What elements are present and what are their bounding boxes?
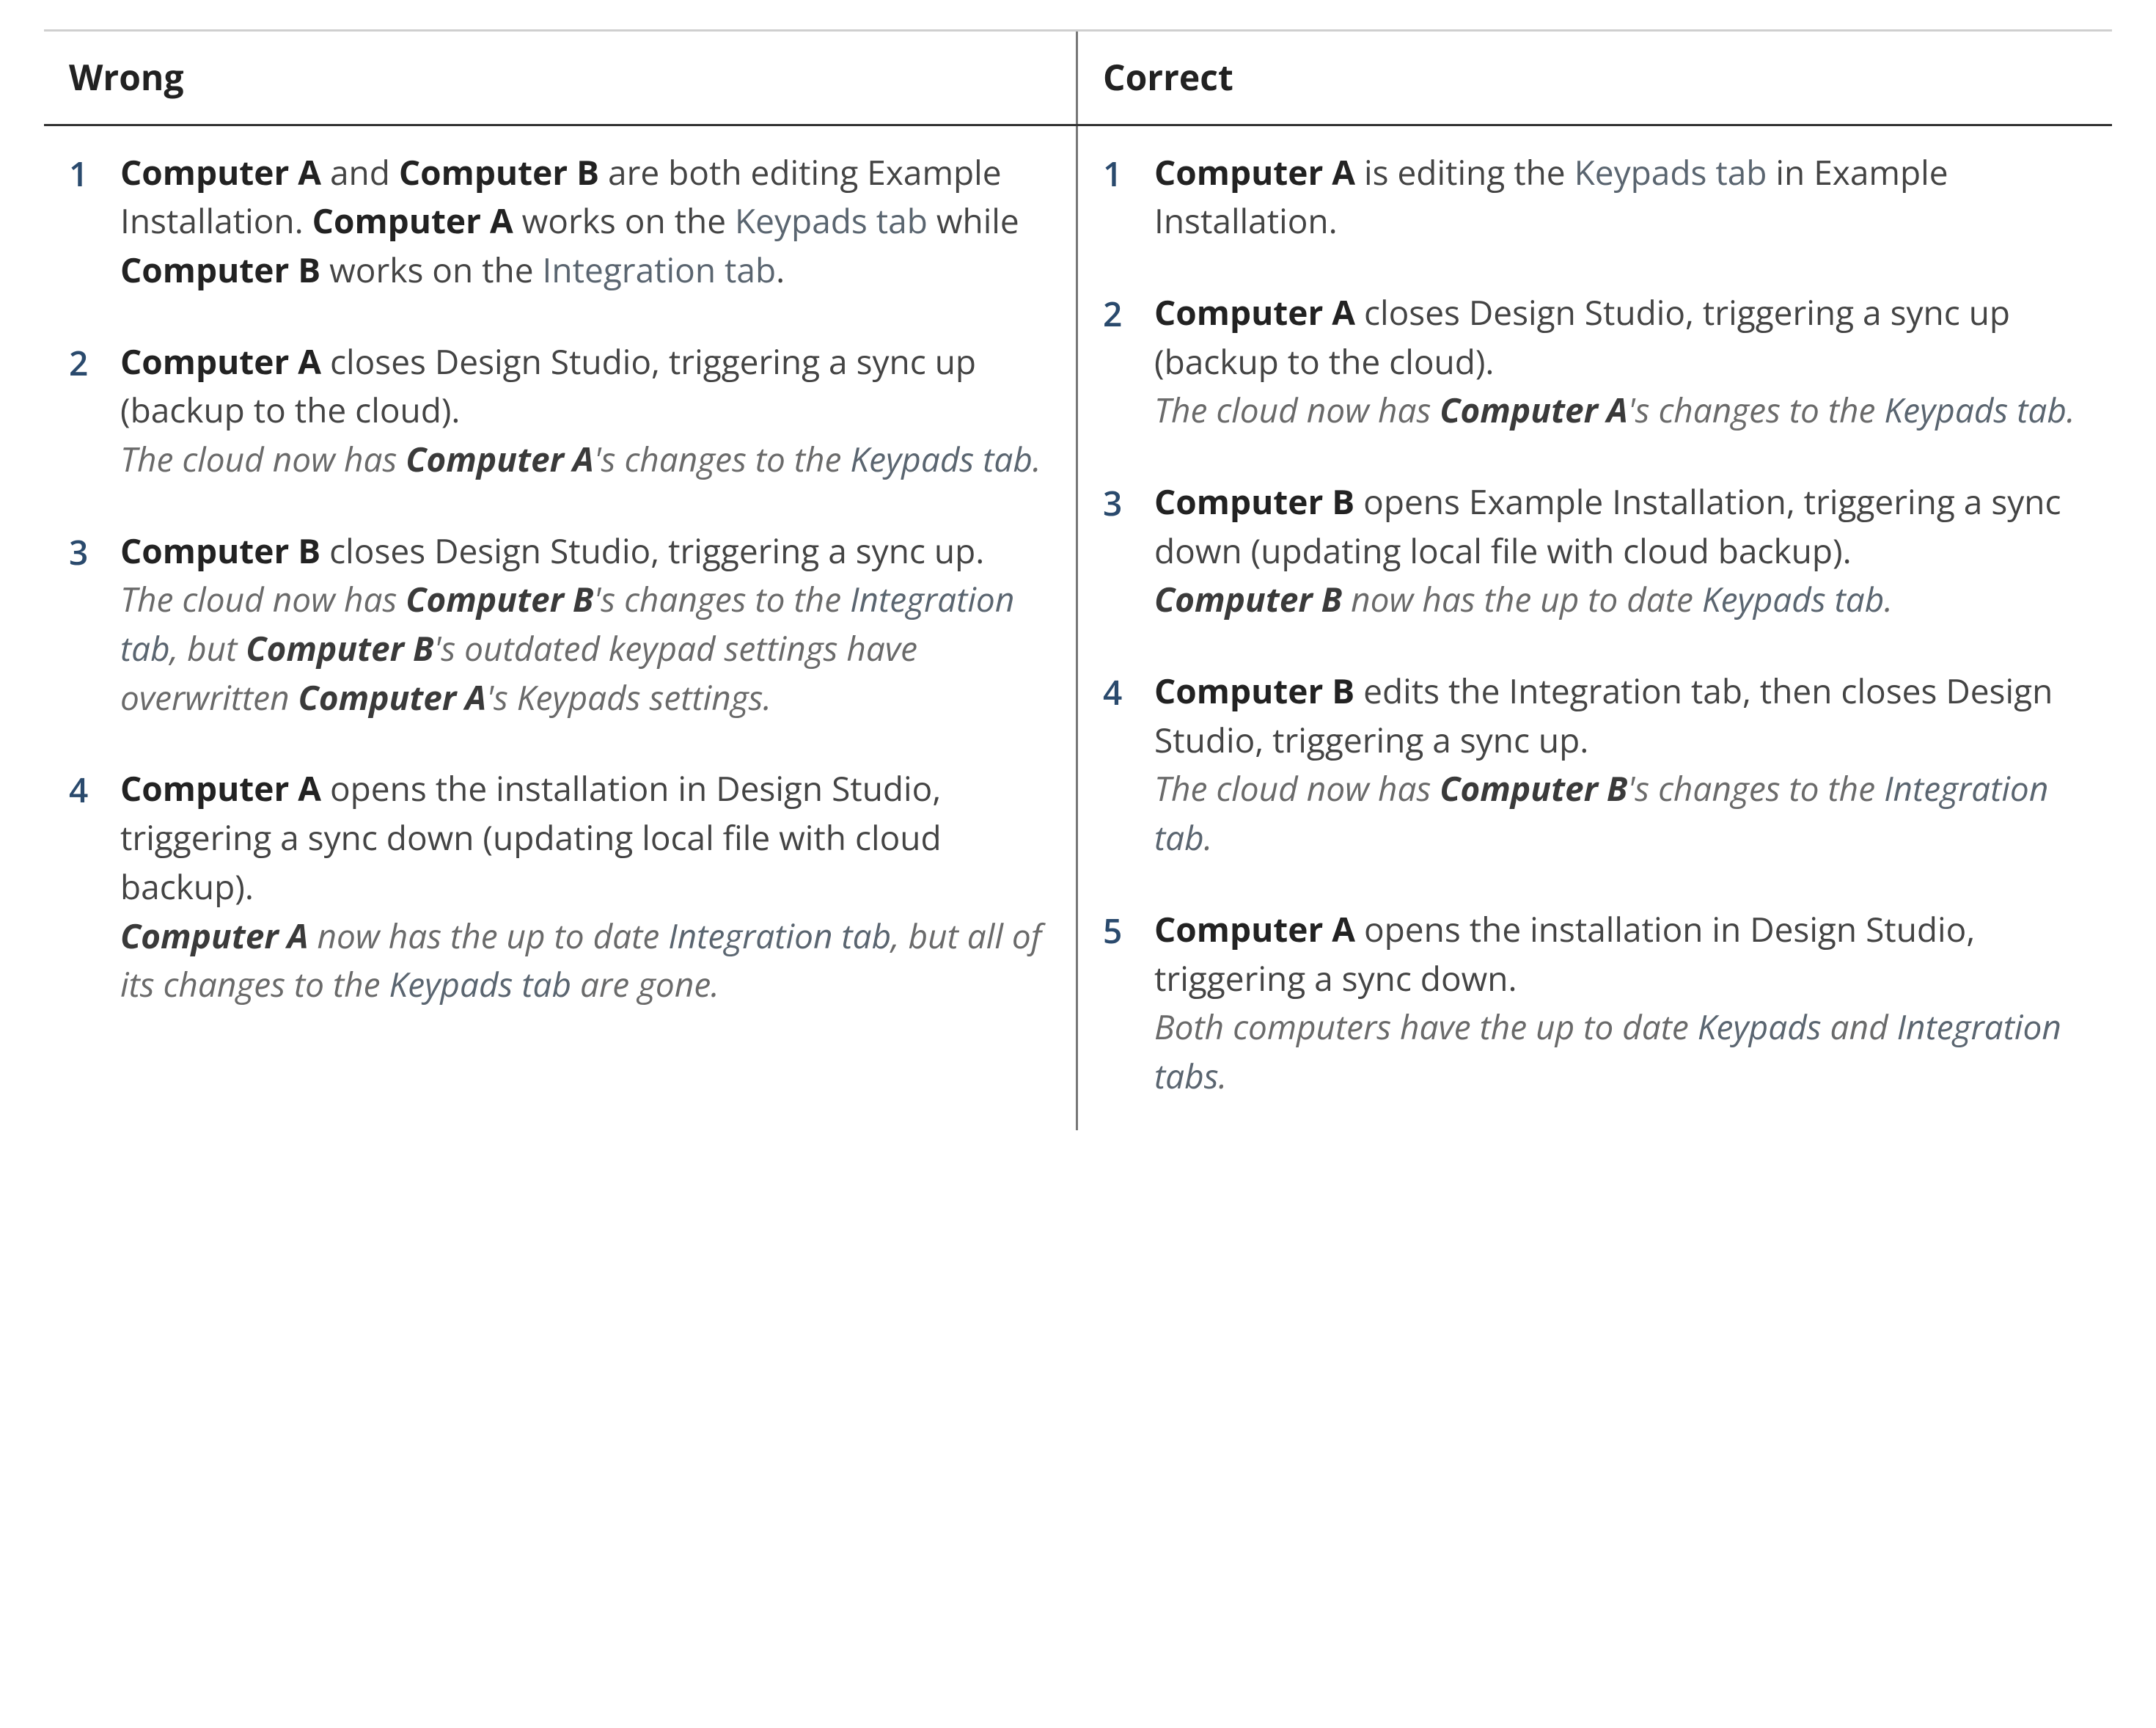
- text-run: now has the up to date: [1342, 576, 1702, 622]
- table-header-row: Wrong Correct: [44, 32, 2112, 126]
- correct-step: 2Computer A closes Design Studio, trigge…: [1103, 288, 2087, 435]
- comparison-table-page: Wrong Correct 1Computer A and Computer B…: [0, 0, 2156, 1218]
- text-run: Computer B: [120, 247, 320, 293]
- text-run: Computer A: [120, 913, 309, 959]
- text-run: Computer B: [1440, 766, 1627, 811]
- text-run: Both computers have the up to date: [1154, 1004, 1698, 1050]
- text-run: Keypads: [1698, 1004, 1822, 1050]
- text-run: The cloud now has: [1154, 766, 1440, 811]
- wrong-step: 1Computer A and Computer B are both edit…: [69, 148, 1051, 295]
- wrong-step: 4Computer A opens the installation in De…: [69, 764, 1051, 1008]
- text-run: Keypads tab: [1702, 576, 1885, 622]
- step-text: Computer A closes Design Studio, trigger…: [120, 337, 1051, 484]
- step-text: Computer A is editing the Keypads tab in…: [1154, 148, 2087, 246]
- text-run: now has the up to date: [309, 913, 669, 959]
- text-run: Integration tab: [668, 913, 891, 959]
- text-run: .: [776, 247, 785, 293]
- text-run: 's changes to the: [594, 436, 851, 482]
- step-number: 3: [69, 527, 120, 577]
- text-run: works on the: [513, 198, 735, 244]
- step-text: Computer A opens the installation in Des…: [120, 764, 1051, 1008]
- step-number: 4: [69, 764, 120, 815]
- text-run: while: [928, 198, 1019, 244]
- step-text: Computer B opens Example Installation, t…: [1154, 477, 2087, 624]
- text-run: Computer B: [399, 150, 599, 195]
- text-run: 's changes to the: [1627, 766, 1884, 811]
- text-run: Computer A: [312, 198, 513, 244]
- text-run: works on the: [320, 247, 542, 293]
- correct-step: 1Computer A is editing the Keypads tab i…: [1103, 148, 2087, 246]
- text-run: Computer A: [1154, 150, 1355, 195]
- step-number: 1: [69, 148, 120, 199]
- text-run: .: [1884, 576, 1893, 622]
- step-number: 5: [1103, 905, 1154, 956]
- correct-step: 4Computer B edits the Integration tab, t…: [1103, 667, 2087, 863]
- step-text: Computer A and Computer B are both editi…: [120, 148, 1051, 295]
- table-body: 1Computer A and Computer B are both edit…: [44, 126, 2112, 1130]
- text-run: Computer A: [1154, 290, 1355, 335]
- step-number: 3: [1103, 477, 1154, 528]
- text-run: .: [2067, 387, 2075, 433]
- text-run: Computer A: [406, 436, 594, 482]
- correct-step: 5Computer A opens the installation in De…: [1103, 905, 2087, 1101]
- text-run: Keypads tab: [1884, 387, 2067, 433]
- step-text: Computer B closes Design Studio, trigger…: [120, 527, 1051, 722]
- text-run: Keypads tab: [850, 436, 1033, 482]
- column-header-correct: Correct: [1078, 32, 2112, 124]
- text-run: and: [1822, 1004, 1897, 1050]
- text-run: The cloud now has: [120, 436, 406, 482]
- text-run: .: [1204, 815, 1213, 860]
- column-header-wrong: Wrong: [44, 32, 1078, 124]
- text-run: and: [321, 150, 399, 195]
- text-run: Computer B: [246, 626, 433, 671]
- text-run: Computer A: [298, 675, 487, 720]
- comparison-table: Wrong Correct 1Computer A and Computer B…: [44, 29, 2112, 1130]
- text-run: Computer B: [120, 528, 320, 574]
- column-correct: 1Computer A is editing the Keypads tab i…: [1078, 126, 2112, 1130]
- text-run: Keypads tab: [389, 962, 572, 1007]
- step-number: 2: [1103, 288, 1154, 339]
- step-number: 4: [1103, 667, 1154, 717]
- column-wrong: 1Computer A and Computer B are both edit…: [44, 126, 1078, 1130]
- text-run: closes Design Studio, triggering a sync …: [320, 528, 984, 574]
- text-run: 's Keypads settings.: [486, 675, 771, 720]
- wrong-step: 3Computer B closes Design Studio, trigge…: [69, 527, 1051, 722]
- step-text: Computer B edits the Integration tab, th…: [1154, 667, 2087, 863]
- text-run: Keypads tab: [1574, 150, 1767, 195]
- text-run: Computer A: [1440, 387, 1628, 433]
- text-run: Computer B: [1154, 479, 1354, 524]
- step-number: 1: [1103, 148, 1154, 199]
- text-run: 's changes to the: [1628, 387, 1885, 433]
- wrong-step: 2Computer A closes Design Studio, trigge…: [69, 337, 1051, 484]
- step-number: 2: [69, 337, 120, 388]
- text-run: is editing the: [1355, 150, 1574, 195]
- text-run: Keypads tab: [735, 198, 928, 244]
- text-run: .: [1219, 1053, 1228, 1099]
- text-run: Computer B: [406, 576, 593, 622]
- step-text: Computer A opens the installation in Des…: [1154, 905, 2087, 1101]
- text-run: Computer A: [120, 766, 321, 811]
- correct-step: 3Computer B opens Example Installation, …: [1103, 477, 2087, 624]
- text-run: Computer A: [120, 339, 321, 384]
- step-text: Computer A closes Design Studio, trigger…: [1154, 288, 2087, 435]
- text-run: Computer A: [1154, 907, 1355, 952]
- text-run: Computer B: [1154, 668, 1354, 714]
- text-run: are gone.: [571, 962, 719, 1007]
- text-run: The cloud now has: [1154, 387, 1440, 433]
- text-run: Computer B: [1154, 576, 1342, 622]
- text-run: Computer A: [120, 150, 321, 195]
- text-run: .: [1033, 436, 1041, 482]
- text-run: Integration tab: [543, 247, 777, 293]
- text-run: 's changes to the: [593, 576, 850, 622]
- text-run: The cloud now has: [120, 576, 406, 622]
- text-run: , but: [170, 626, 246, 671]
